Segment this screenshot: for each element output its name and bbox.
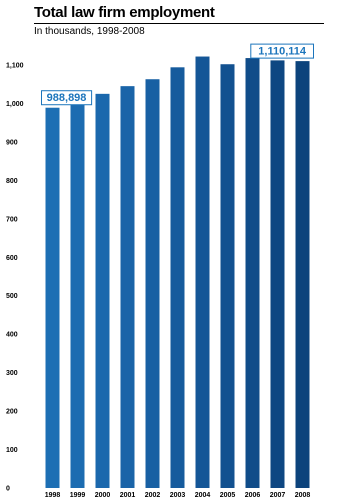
y-tick-label: 400 (6, 332, 18, 339)
bar-2002 (145, 79, 160, 488)
x-tick-label: 1998 (45, 492, 61, 499)
bar-series (45, 56, 310, 489)
x-tick-label: 2003 (170, 492, 186, 499)
chart-subtitle: In thousands, 1998-2008 (34, 26, 145, 37)
bar-2005 (220, 64, 235, 489)
x-tick-label: 2000 (95, 492, 111, 499)
y-tick-label: 500 (6, 293, 18, 300)
callout-box (41, 90, 93, 106)
callout-box (250, 43, 315, 59)
bar-2001 (120, 86, 135, 489)
x-axis: 1998 1999 2000 2001 2002 2003 2004 2005 2006 2007… (45, 492, 311, 499)
x-tick-label: 2005 (220, 492, 236, 499)
bar-2000 (95, 93, 110, 488)
title-divider (34, 23, 324, 24)
bar-1998 (45, 107, 60, 489)
callout-label: 1,110,114 (258, 46, 307, 58)
callout-label: 988,898 (47, 92, 87, 104)
chart-title: Total law firm employment (34, 4, 215, 21)
x-tick-label: 1999 (70, 492, 86, 499)
x-tick-label: 2006 (245, 492, 261, 499)
y-tick-label: 800 (6, 178, 18, 185)
y-tick-label: 100 (6, 447, 18, 454)
bar-2008 (295, 61, 310, 488)
y-tick-label: 1,000 (6, 101, 24, 108)
y-tick-label: 700 (6, 216, 18, 223)
x-tick-label: 2007 (270, 492, 286, 499)
x-tick-label: 2004 (195, 492, 211, 499)
y-tick-label: 0 (6, 486, 10, 493)
bar-2006 (245, 58, 260, 488)
y-axis: 0 100 200 300 400 500 600 700 800 900 1,000 1,100 (6, 63, 24, 493)
bar-2004 (195, 56, 210, 488)
bar-2007 (270, 60, 285, 488)
value-callout: 988,898 (41, 90, 93, 106)
bar-1999 (70, 95, 85, 488)
value-callout: 1,110,114 (250, 43, 315, 59)
y-tick-label: 200 (6, 409, 18, 416)
x-tick-label: 2001 (120, 492, 136, 499)
y-tick-label: 300 (6, 370, 18, 377)
y-tick-label: 1,100 (6, 63, 24, 70)
y-tick-label: 900 (6, 139, 18, 146)
x-tick-label: 2002 (145, 492, 161, 499)
y-tick-label: 600 (6, 255, 18, 262)
bar-2003 (170, 67, 185, 488)
x-tick-label: 2008 (295, 492, 311, 499)
value-callouts: 988,898 1,110,114 (41, 43, 315, 106)
